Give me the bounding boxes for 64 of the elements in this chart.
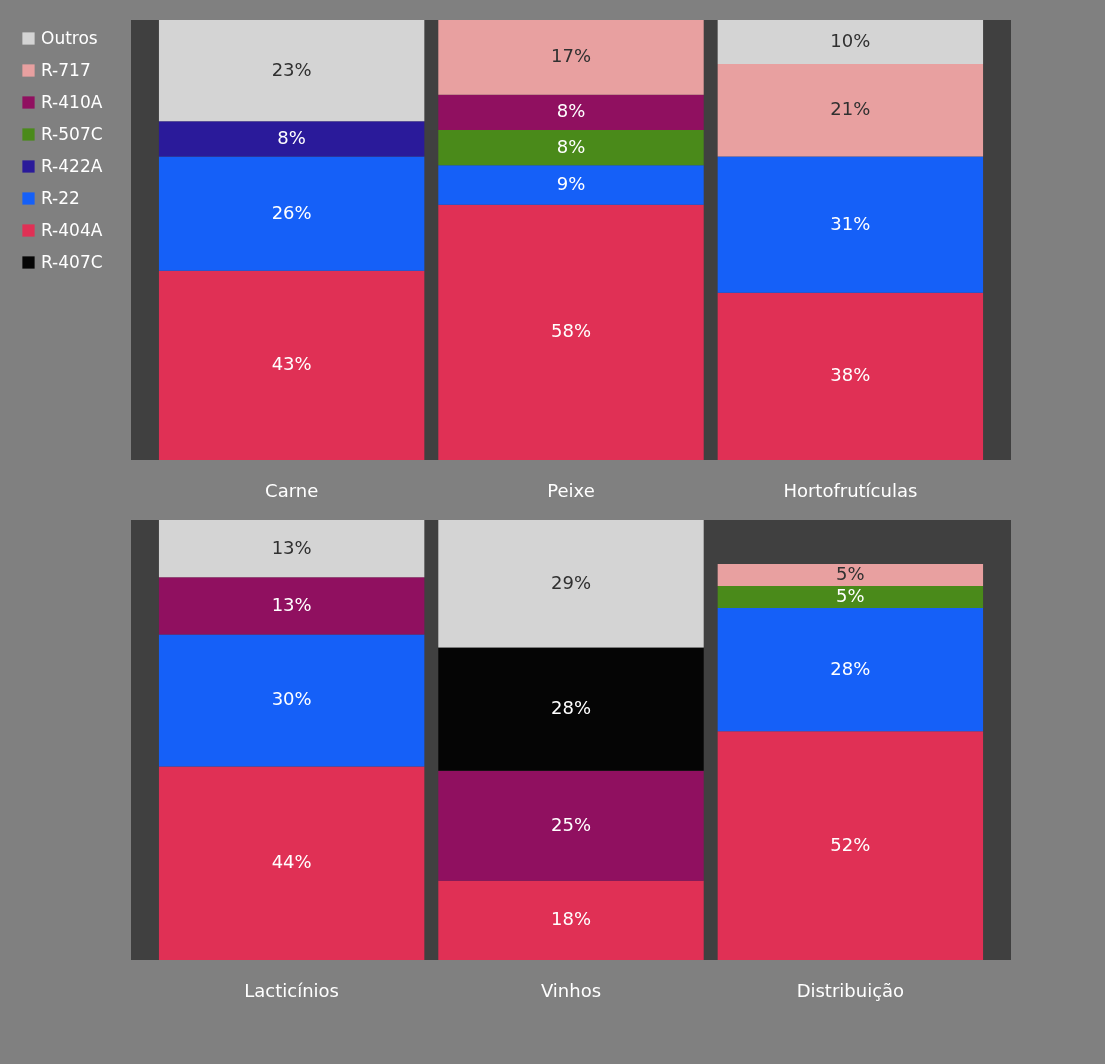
data-label: 8% (277, 126, 306, 148)
bar (717, 156, 984, 293)
bar (717, 64, 984, 157)
x-tick-label: Distribuição (796, 979, 905, 1001)
legend-label: R-410A (41, 91, 103, 112)
bar (438, 880, 704, 960)
bar (158, 121, 425, 157)
bar (438, 165, 704, 205)
data-label: 13% (271, 593, 312, 615)
data-label: 26% (271, 201, 312, 223)
data-label: 38% (830, 364, 871, 386)
bar (438, 647, 704, 771)
bar (438, 130, 704, 166)
bar (717, 564, 984, 586)
data-label: 58% (550, 320, 592, 342)
bar (717, 608, 984, 732)
data-label: 25% (550, 813, 592, 835)
legend-label: R-22 (41, 187, 80, 208)
data-label: 44% (271, 851, 312, 873)
data-label: 29% (550, 571, 592, 593)
bar (158, 766, 425, 960)
data-label: 52% (830, 833, 871, 855)
bar (438, 520, 704, 648)
data-label: 23% (271, 58, 312, 80)
data-label: 5% (836, 563, 865, 584)
data-label: 13% (271, 536, 312, 558)
bar (717, 20, 984, 64)
x-tick-label: Lacticínios (244, 979, 339, 1001)
bar (158, 520, 425, 578)
legend-label: R-507C (41, 123, 103, 144)
data-label: 8% (556, 100, 586, 122)
bar (717, 731, 984, 960)
data-label: 31% (830, 212, 871, 234)
data-label: 18% (550, 908, 592, 930)
bar (158, 634, 425, 767)
data-label: 43% (271, 353, 312, 375)
x-tick-label: Hortofrutículas (783, 479, 918, 501)
bar (438, 94, 704, 130)
x-tick-label: Peixe (547, 479, 595, 501)
data-label: 30% (271, 688, 312, 710)
data-label: 28% (550, 697, 592, 719)
bar (438, 20, 704, 95)
bar (438, 204, 704, 460)
legend-label: R-404A (41, 219, 103, 240)
data-label: 5% (836, 585, 865, 606)
legend-label: R-422A (41, 155, 103, 176)
data-label: 21% (830, 98, 871, 120)
bar (158, 577, 425, 635)
legend-label: R-407C (41, 251, 103, 272)
bar (158, 20, 425, 122)
x-tick-label: Carne (265, 479, 319, 501)
bar (158, 156, 425, 271)
data-label: 28% (830, 657, 871, 679)
data-label: 9% (556, 173, 586, 194)
x-tick-label: Vinhos (540, 979, 602, 1001)
data-label: 17% (550, 45, 592, 67)
bar (158, 270, 425, 460)
bar (438, 770, 704, 881)
legend-label: R-717 (41, 59, 91, 80)
bar (717, 586, 984, 608)
data-label: 10% (830, 30, 871, 51)
bar (717, 292, 984, 460)
legend-label: Outros (41, 27, 98, 48)
data-label: 8% (556, 135, 586, 157)
